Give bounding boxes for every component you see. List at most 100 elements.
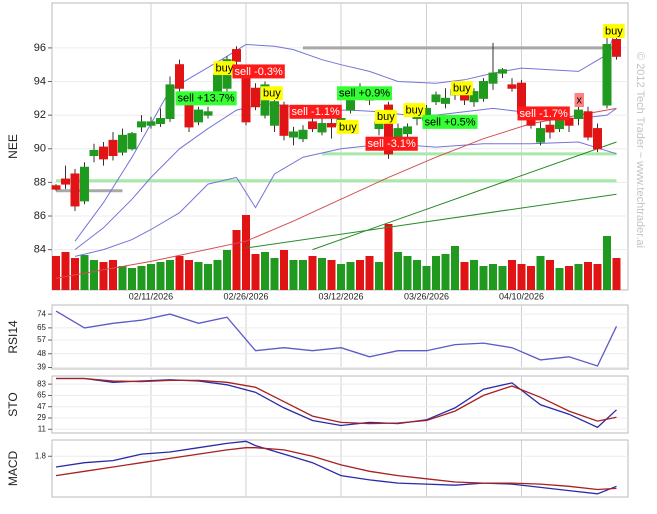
candle-body [127, 133, 137, 150]
volume-bar [71, 258, 79, 290]
candle-body [488, 72, 498, 84]
y-axis-label: MACD [6, 451, 20, 487]
trade-label: buy [339, 121, 357, 133]
candle-body [70, 173, 80, 207]
volume-bar [289, 260, 298, 290]
y-tick-label: 29 [37, 413, 46, 422]
volume-bar [251, 254, 260, 290]
volume-bar [612, 258, 621, 290]
volume-bar [90, 260, 98, 290]
candle-body [384, 104, 393, 155]
y-tick-label: 39 [37, 363, 46, 372]
indicator-line [55, 440, 617, 495]
candle-body [99, 146, 108, 160]
x-tick-label: 03/12/2026 [318, 291, 363, 301]
trade-label: sell +13.7% [178, 93, 235, 105]
candle-body [298, 129, 308, 140]
overlay-line [74, 141, 617, 257]
candle-body [507, 84, 517, 89]
volume-bar [128, 268, 136, 290]
x-tick-label: 02/26/2026 [223, 291, 268, 301]
y-tick-label: 94 [34, 75, 46, 87]
volume-bar [460, 262, 469, 290]
volume-bar [527, 266, 535, 290]
volume-bar [232, 230, 241, 290]
trade-label-box [603, 24, 625, 39]
indicator-line [56, 377, 617, 425]
panel-frame [51, 375, 629, 434]
candle-body [61, 178, 70, 185]
candle-body [289, 131, 298, 138]
y-tick-label: 11 [38, 424, 47, 433]
candle-body [308, 121, 317, 130]
volume-bar [194, 262, 203, 290]
volume-bar [603, 236, 611, 290]
volume-bar [118, 266, 127, 290]
indicator-line [55, 310, 618, 367]
candle-body [612, 38, 621, 57]
volume-bar [280, 250, 288, 290]
y-tick-label: 92 [34, 109, 46, 121]
overlay-line [74, 27, 617, 242]
volume-bar [156, 262, 165, 290]
y-tick-label: 88 [34, 176, 46, 188]
trade-label: buy [453, 83, 471, 95]
volume-bar [185, 260, 193, 290]
candle-body [431, 94, 441, 103]
volume-bar [99, 262, 108, 290]
trade-label-box [289, 104, 342, 119]
candle-body [583, 111, 593, 138]
volume-bar [365, 256, 374, 290]
candle-body [593, 128, 602, 150]
y-tick-label: 65 [37, 323, 46, 332]
volume-bar [384, 224, 393, 290]
volume-bar [432, 256, 440, 290]
volume-bar [147, 264, 155, 290]
volume-bar [422, 266, 431, 290]
candle-body [460, 94, 469, 101]
trade-label-box [175, 91, 237, 106]
volume-bar [574, 264, 583, 290]
candle-body [498, 69, 507, 74]
trade-label-box [232, 64, 285, 79]
trade-label: sell +0.5% [425, 116, 476, 128]
trade-label: buy [377, 111, 395, 123]
candle-body [51, 185, 61, 190]
y-tick-label: 57 [37, 335, 46, 344]
y-axis-label: RSI14 [6, 320, 20, 354]
volume-bar [565, 266, 573, 290]
y-tick-label: 90 [34, 143, 46, 155]
trade-label-box [261, 86, 283, 101]
candle-body [165, 84, 175, 120]
watermark: © 2012 Tech Trader ~ www.techtrader.ai [634, 52, 646, 248]
indicator-line [55, 447, 617, 491]
y-tick-label: 1.8 [35, 451, 47, 460]
volume-bar [318, 258, 326, 290]
volume-bar [498, 266, 507, 290]
overlay-line [312, 141, 617, 251]
trade-label: sell -1.1% [292, 106, 341, 118]
candle-body [327, 123, 336, 128]
trade-label: buy [263, 88, 281, 100]
x-tick-label: 02/11/2026 [129, 291, 173, 301]
volume-bar [213, 260, 222, 290]
volume-bar [489, 264, 497, 290]
trade-label: buy [406, 105, 424, 117]
volume-bar [166, 260, 174, 290]
panel-frame [51, 439, 629, 498]
candle-body [175, 64, 184, 89]
candle-body [156, 118, 165, 125]
trade-label-box [422, 114, 478, 129]
candle-body [251, 87, 260, 108]
volume-bar [137, 266, 146, 290]
candle-body [574, 109, 583, 120]
trade-label: sell -0.3% [235, 66, 284, 78]
candle-body [232, 49, 241, 62]
candle-body [479, 81, 488, 99]
trade-label: buy [216, 62, 234, 74]
indicator-line [56, 377, 617, 429]
panel-frame [51, 304, 629, 370]
trade-label: sell +0.9% [339, 88, 390, 100]
volume-bar [479, 266, 488, 290]
